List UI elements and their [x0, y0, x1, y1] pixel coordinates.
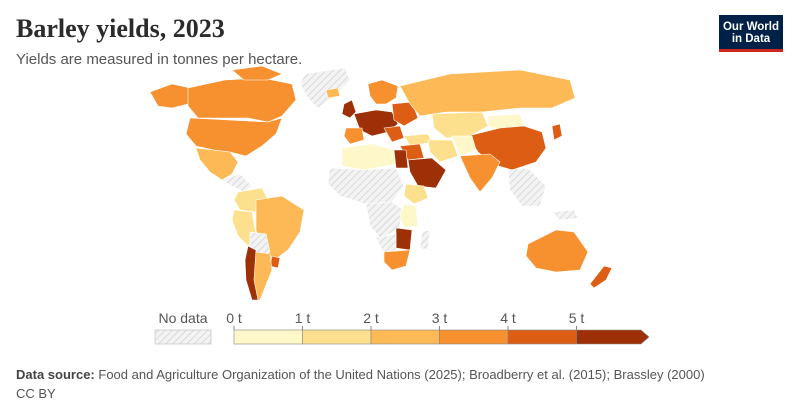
region-ethiopia[interactable] — [403, 183, 429, 205]
legend-bin-1[interactable] — [302, 329, 372, 345]
region-eastern-europe[interactable] — [391, 101, 419, 127]
region-japan[interactable] — [551, 123, 563, 141]
region-chile[interactable] — [244, 245, 259, 301]
region-southeast-asia[interactable] — [507, 167, 547, 207]
license[interactable]: CC BY — [16, 386, 56, 401]
region-afghanistan[interactable] — [451, 135, 477, 157]
logo-line-1: Our World — [722, 21, 779, 33]
region-iran[interactable] — [427, 139, 459, 163]
region-egypt[interactable] — [393, 149, 409, 169]
region-india[interactable] — [459, 153, 501, 193]
region-new-zealand[interactable] — [589, 265, 613, 289]
legend-bin-2[interactable] — [370, 329, 440, 345]
region-saudi-arabia[interactable] — [407, 157, 447, 189]
region-iberia[interactable] — [343, 127, 365, 145]
legend-tick-label-4: 4 t — [500, 310, 516, 326]
legend-tick-label-1: 1 t — [295, 310, 311, 326]
owid-logo[interactable]: Our World in Data — [719, 15, 783, 52]
region-balkans[interactable] — [383, 125, 405, 143]
region-madagascar[interactable] — [419, 229, 431, 251]
no-data-swatch — [154, 329, 212, 345]
logo-line-2: in Data — [731, 33, 771, 45]
region-scandinavia[interactable] — [367, 79, 399, 105]
legend-bin-0[interactable] — [233, 329, 303, 345]
region-australia[interactable] — [525, 229, 589, 273]
legend-bin-3[interactable] — [439, 329, 509, 345]
region-south-africa[interactable] — [383, 249, 411, 271]
world-map[interactable] — [0, 0, 800, 310]
region-papua[interactable] — [551, 209, 579, 221]
region-usa[interactable] — [185, 117, 283, 157]
region-iceland[interactable] — [325, 87, 341, 99]
source-text[interactable]: Food and Agriculture Organization of the… — [98, 367, 705, 382]
legend-tick-label-5: 5 t — [569, 310, 585, 326]
footer: Data source: Food and Agriculture Organi… — [16, 365, 705, 403]
legend-ticks: 0 t 1 t 2 t 3 t 4 t 5 t — [226, 310, 584, 330]
no-data-label: No data — [158, 310, 207, 326]
region-greenland[interactable] — [299, 67, 351, 109]
legend-tick-label-3: 3 t — [432, 310, 448, 326]
region-russia[interactable] — [399, 69, 576, 117]
legend-bin-5[interactable] — [576, 329, 650, 345]
color-legend[interactable]: No data 0 t 1 t 2 t 3 t 4 t 5 t — [0, 0, 800, 350]
legend-tick-label-0: 0 t — [226, 310, 242, 326]
chart-subtitle: Yields are measured in tonnes per hectar… — [16, 51, 303, 68]
region-mexico[interactable] — [195, 147, 239, 181]
no-data-legend[interactable]: No data — [154, 310, 212, 345]
legend-bin-4[interactable] — [507, 329, 577, 345]
region-uk[interactable] — [341, 99, 357, 119]
region-central-america[interactable] — [221, 173, 253, 193]
chart-title: Barley yields, 2023 — [16, 14, 225, 43]
legend-bins — [233, 329, 650, 345]
legend-tick-label-2: 2 t — [363, 310, 379, 326]
region-southern-africa-nodata[interactable] — [375, 233, 397, 255]
region-arctic-islands[interactable] — [231, 65, 283, 81]
region-kenya[interactable] — [399, 203, 419, 229]
source-label: Data source: — [16, 367, 95, 382]
source-line: Data source: Food and Agriculture Organi… — [16, 365, 705, 384]
